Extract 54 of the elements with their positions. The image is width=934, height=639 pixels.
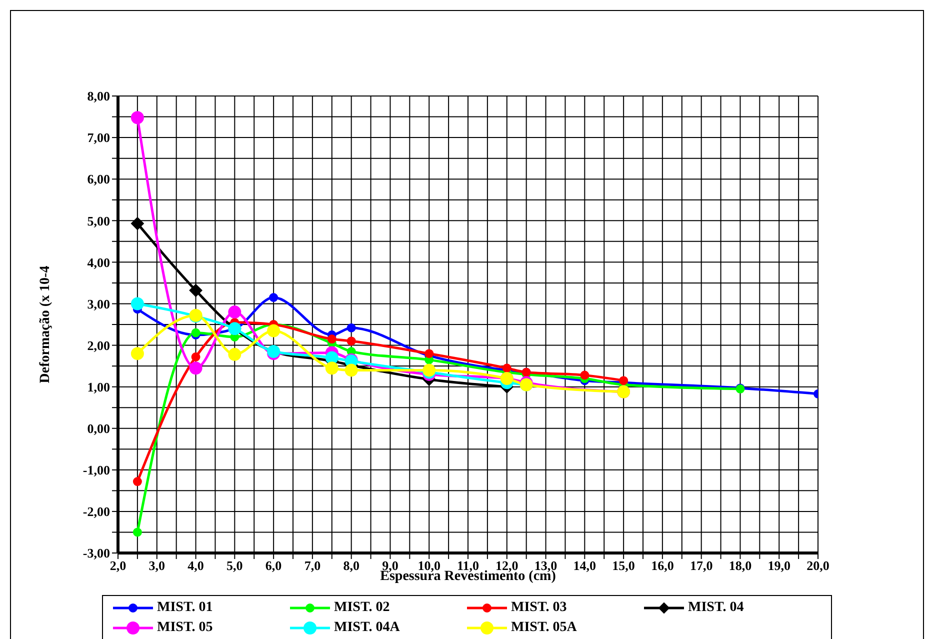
x-tick-label: 8,0: [343, 558, 360, 574]
y-tick-label: -2,00: [82, 504, 110, 520]
point: [344, 364, 358, 377]
legend-label: MIST. 03: [511, 600, 567, 616]
x-tick-label: 7,0: [304, 558, 321, 574]
point: [228, 348, 242, 361]
x-tick-label: 2,0: [110, 558, 126, 574]
x-tick-label: 6,0: [265, 558, 282, 574]
x-tick-label: 18,0: [728, 558, 752, 574]
legend-label: MIST. 04: [688, 600, 744, 616]
point: [269, 292, 278, 302]
y-tick-label: 3,00: [87, 296, 110, 312]
point: [132, 477, 142, 486]
y-tick-label: 8,00: [87, 88, 110, 104]
point: [130, 111, 144, 124]
y-tick-label: 4,00: [87, 254, 110, 270]
y-tick-label: 6,00: [87, 172, 110, 187]
y-tick-label: 7,00: [87, 130, 110, 146]
y-axis-title: Deformação (x 10-4: [38, 266, 53, 384]
point: [228, 306, 242, 319]
y-tick-label: -3,00: [82, 546, 110, 561]
x-tick-label: 4,0: [188, 558, 204, 574]
legend-label: MIST. 05: [157, 620, 213, 636]
x-tick-label: 17,0: [690, 558, 713, 574]
legend-label: MIST. 02: [334, 600, 390, 616]
x-tick-label: 15,0: [612, 558, 635, 574]
point: [130, 297, 144, 310]
point: [580, 370, 590, 380]
point: [189, 284, 202, 297]
x-tick-label: 16,0: [651, 558, 674, 574]
y-tick-label: 5,00: [87, 213, 110, 228]
x-tick-label: 3,0: [148, 558, 166, 574]
point: [267, 324, 280, 338]
point: [346, 336, 356, 346]
point: [130, 217, 144, 230]
y-tick-label: 0,00: [87, 420, 110, 436]
legend-label: MIST. 04A: [334, 620, 400, 636]
point: [189, 362, 202, 375]
point: [325, 351, 338, 364]
y-tick-label: 2,00: [87, 338, 110, 353]
point: [191, 352, 200, 362]
point: [130, 347, 144, 360]
point: [327, 334, 336, 344]
x-tick-label: 5,0: [226, 558, 243, 574]
legend-label: MIST. 05A: [511, 620, 577, 636]
y-tick-label: -1,00: [82, 462, 110, 478]
point: [325, 362, 338, 375]
point: [132, 528, 142, 537]
point: [346, 323, 356, 332]
x-tick-label: 19,0: [768, 558, 790, 574]
x-tick-label: 14,0: [573, 558, 596, 574]
x-tick-label: 20,0: [806, 558, 830, 574]
legend-label: MIST. 01: [157, 600, 213, 616]
y-tick-label: 1,00: [87, 379, 110, 394]
